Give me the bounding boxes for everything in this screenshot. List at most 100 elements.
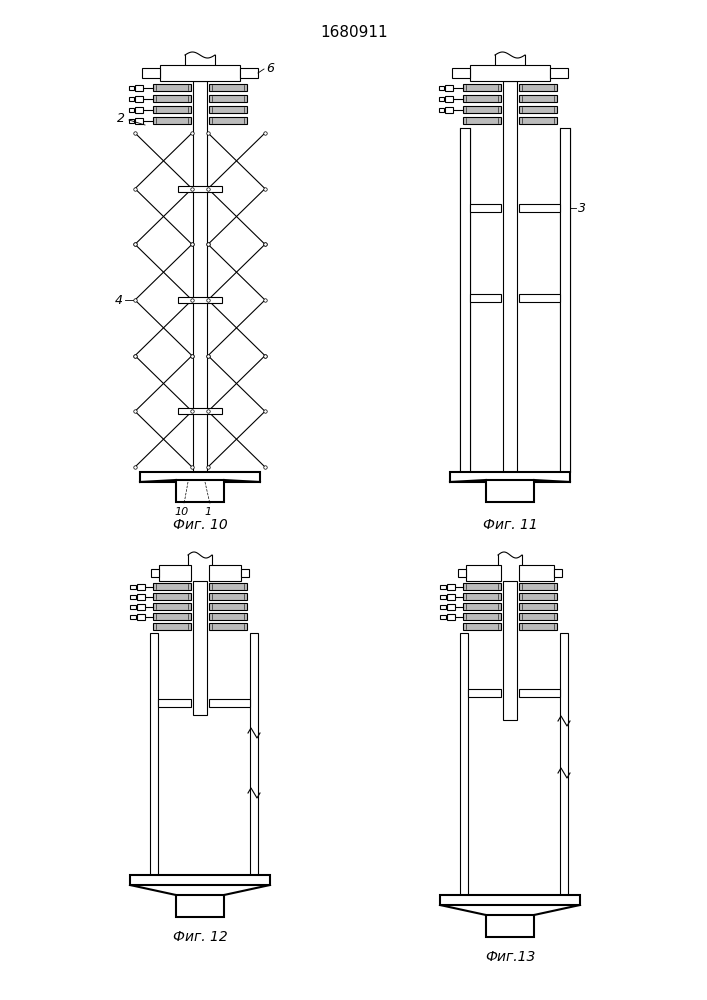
Bar: [176, 480, 224, 502]
Bar: [209, 583, 247, 590]
Bar: [445, 96, 453, 102]
Bar: [440, 614, 446, 618]
Bar: [519, 95, 557, 102]
Bar: [135, 85, 143, 91]
Bar: [153, 84, 191, 91]
Bar: [503, 81, 517, 472]
Text: 1: 1: [204, 507, 211, 517]
Bar: [452, 68, 470, 78]
Bar: [445, 85, 453, 91]
Text: 6: 6: [266, 62, 274, 76]
Bar: [519, 106, 557, 113]
Bar: [176, 895, 224, 917]
Bar: [439, 97, 444, 101]
Bar: [140, 472, 260, 482]
Bar: [135, 117, 143, 123]
Text: 1680911: 1680911: [320, 25, 388, 40]
Bar: [209, 603, 247, 610]
Bar: [463, 603, 501, 610]
Bar: [130, 614, 136, 618]
Bar: [470, 294, 501, 302]
Bar: [458, 569, 466, 577]
Bar: [447, 613, 455, 619]
Bar: [560, 633, 568, 895]
Bar: [153, 613, 191, 620]
Bar: [503, 581, 517, 720]
Text: 4: 4: [115, 294, 123, 306]
Bar: [463, 613, 501, 620]
Bar: [519, 204, 560, 212]
Bar: [560, 128, 570, 472]
Bar: [209, 84, 247, 91]
Text: Фиг. 12: Фиг. 12: [173, 930, 228, 944]
Bar: [468, 689, 501, 697]
Bar: [460, 128, 470, 472]
Bar: [209, 106, 247, 113]
Bar: [445, 106, 453, 112]
Bar: [463, 106, 501, 113]
Bar: [440, 584, 446, 588]
Bar: [470, 204, 501, 212]
Bar: [447, 603, 455, 609]
Bar: [137, 593, 145, 599]
Bar: [550, 68, 568, 78]
Bar: [440, 895, 580, 905]
Bar: [193, 581, 207, 715]
Bar: [519, 689, 560, 697]
Bar: [466, 565, 501, 581]
Bar: [153, 593, 191, 600]
Bar: [178, 297, 222, 303]
Bar: [209, 699, 250, 707]
Bar: [241, 569, 249, 577]
Bar: [460, 633, 468, 895]
Bar: [463, 583, 501, 590]
Bar: [439, 107, 444, 111]
Bar: [209, 613, 247, 620]
Bar: [129, 107, 134, 111]
Text: 10: 10: [175, 507, 189, 517]
Bar: [554, 569, 562, 577]
Bar: [463, 95, 501, 102]
Bar: [153, 106, 191, 113]
Bar: [153, 95, 191, 102]
Bar: [159, 565, 191, 581]
Bar: [129, 97, 134, 101]
Bar: [151, 569, 159, 577]
Bar: [463, 117, 501, 124]
Bar: [142, 68, 160, 78]
Bar: [519, 84, 557, 91]
Text: Фиг.13: Фиг.13: [485, 950, 535, 964]
Bar: [153, 603, 191, 610]
Bar: [519, 294, 560, 302]
Bar: [486, 915, 534, 937]
Bar: [209, 117, 247, 124]
Bar: [178, 408, 222, 414]
Bar: [153, 623, 191, 630]
Bar: [440, 594, 446, 598]
Text: Фиг. 10: Фиг. 10: [173, 518, 228, 532]
Bar: [447, 584, 455, 589]
Bar: [135, 96, 143, 102]
Bar: [209, 95, 247, 102]
Bar: [450, 472, 570, 482]
Bar: [519, 603, 557, 610]
Bar: [519, 613, 557, 620]
Bar: [137, 613, 145, 619]
Bar: [463, 84, 501, 91]
Bar: [153, 117, 191, 124]
Bar: [129, 86, 134, 90]
Bar: [209, 593, 247, 600]
Bar: [150, 633, 158, 875]
Bar: [463, 593, 501, 600]
Bar: [137, 584, 145, 589]
Bar: [137, 603, 145, 609]
Bar: [519, 583, 557, 590]
Bar: [130, 875, 270, 885]
Bar: [178, 186, 222, 192]
Bar: [130, 604, 136, 608]
Bar: [463, 623, 501, 630]
Text: Фиг. 11: Фиг. 11: [483, 518, 537, 532]
Bar: [129, 118, 134, 122]
Bar: [250, 633, 258, 875]
Bar: [240, 68, 258, 78]
